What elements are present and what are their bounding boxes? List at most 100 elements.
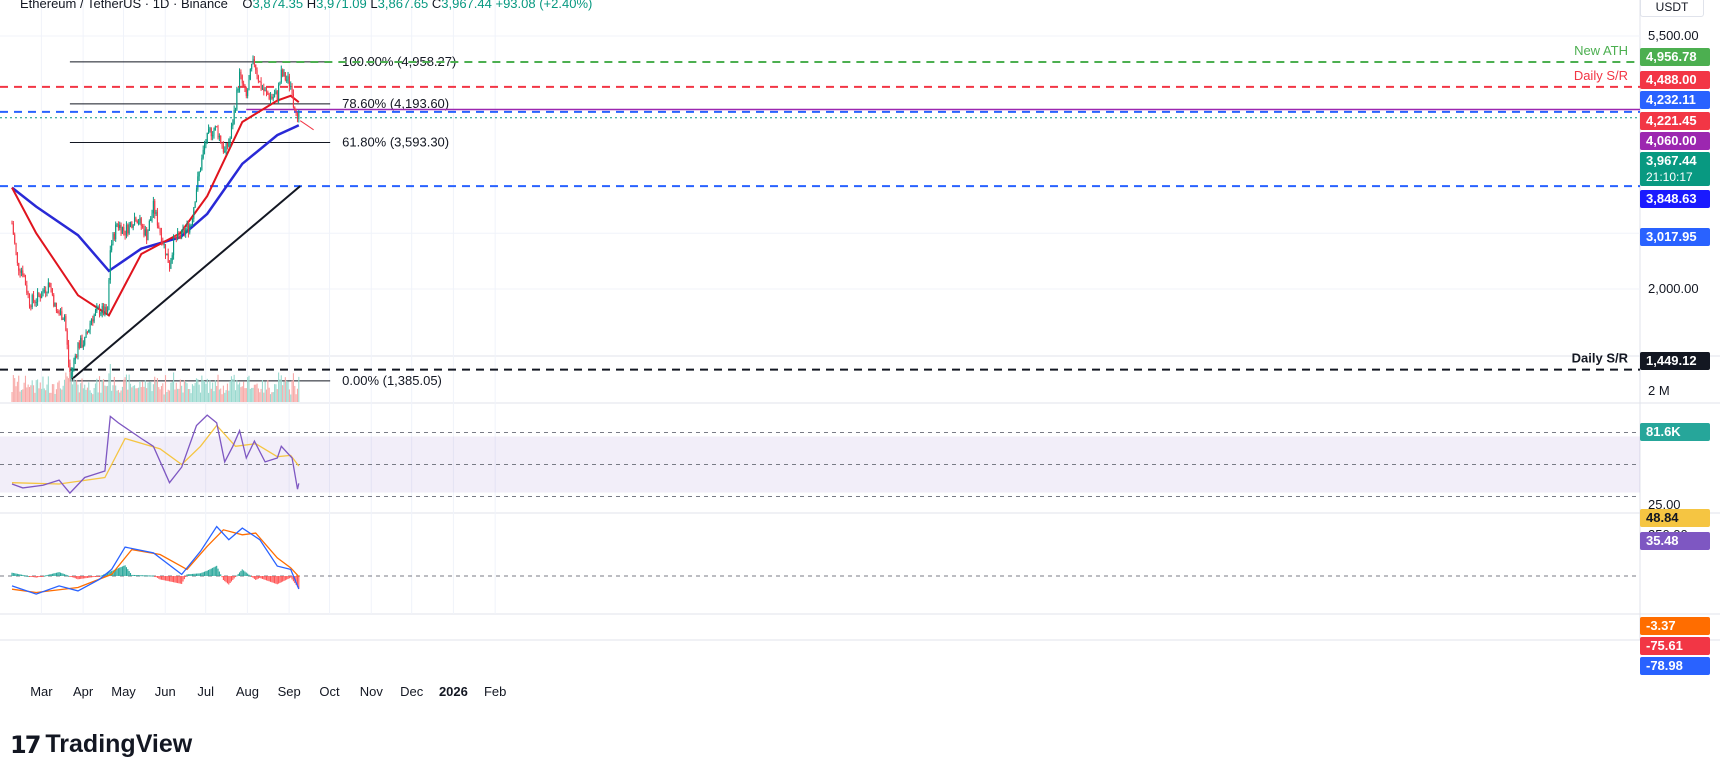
candle-body <box>283 72 285 77</box>
candle-body <box>20 270 22 273</box>
volume-bar <box>18 375 20 402</box>
low-value: 3,867.65 <box>377 0 429 11</box>
volume-bar <box>288 389 290 402</box>
volume-bar <box>198 384 200 402</box>
macd-histogram-bar <box>228 576 230 585</box>
currency-selector[interactable]: USDT <box>1640 0 1704 17</box>
volume-bar <box>162 383 164 402</box>
high-value: 3,971.09 <box>316 0 367 11</box>
volume-bar <box>228 390 230 402</box>
macd-histogram-bar <box>225 576 227 583</box>
volume-bar <box>256 383 258 402</box>
candle-body <box>85 332 87 338</box>
volume-bar <box>121 386 123 402</box>
candle-body <box>55 303 57 312</box>
volume-bar <box>143 386 145 402</box>
interval[interactable]: 1D <box>152 0 170 11</box>
macd-histogram-bar <box>85 576 87 579</box>
candle-body <box>160 232 163 243</box>
volume-bar <box>208 392 210 402</box>
macd-histogram-bar <box>45 575 47 577</box>
volume-bar <box>183 380 185 402</box>
volume-bar <box>155 381 157 402</box>
volume-bar <box>201 375 203 402</box>
candle-body <box>272 97 274 99</box>
candle-body <box>191 218 193 226</box>
macd-histogram-bar <box>237 573 239 576</box>
macd-histogram-bar <box>28 576 31 577</box>
volume-bar <box>260 388 262 402</box>
volume-bar <box>50 392 52 402</box>
macd-histogram-bar <box>159 576 161 580</box>
volume-tick-label: 2 M <box>1648 383 1670 398</box>
price-tag-bg <box>1640 71 1710 89</box>
candle-body <box>185 229 187 234</box>
macd-histogram-bar <box>222 576 224 581</box>
volume-bar <box>292 373 294 402</box>
macd-histogram-bar <box>23 575 25 577</box>
candle-body <box>237 89 239 91</box>
macd-histogram-bar <box>65 574 67 576</box>
macd-histogram-bar <box>38 576 40 577</box>
macd-histogram-bar <box>182 576 184 582</box>
candle-body <box>41 295 43 299</box>
macd-histogram-bar <box>72 576 74 578</box>
candle-body <box>167 253 169 263</box>
macd-histogram-bar <box>77 576 79 580</box>
volume-bar <box>88 382 90 402</box>
macd-histogram-bar <box>68 575 70 577</box>
macd-histogram-bar <box>69 576 71 577</box>
macd-histogram-bar <box>202 572 204 576</box>
candle-body <box>168 262 171 269</box>
macd-histogram-bar <box>206 570 208 576</box>
tradingview-logo[interactable]: 17 TradingView <box>10 730 192 759</box>
macd-histogram-bar <box>164 576 167 581</box>
candle-body <box>121 227 123 234</box>
volume-bar <box>232 379 234 402</box>
macd-histogram-bar <box>30 576 32 577</box>
candle-body <box>86 332 88 334</box>
volume-bar <box>62 385 64 402</box>
volume-bar <box>132 385 134 402</box>
price-tag-bg <box>1640 91 1710 109</box>
macd-histogram-bar <box>234 576 237 577</box>
macd-histogram-bar <box>256 576 258 580</box>
candle-body <box>150 218 152 221</box>
candle-body <box>152 200 154 214</box>
candle-body <box>291 85 293 95</box>
macd-histogram-bar <box>155 576 157 578</box>
candle-body <box>199 169 202 172</box>
macd-histogram-bar <box>61 573 63 576</box>
candle-body <box>265 90 268 92</box>
candle-body <box>212 135 214 137</box>
symbol-name[interactable]: Ethereum / TetherUS <box>20 0 142 11</box>
volume-bar <box>107 385 109 402</box>
candle-body <box>63 316 66 319</box>
volume-bar <box>191 384 193 402</box>
macd-histogram-bar <box>20 574 22 576</box>
macd-histogram-bar <box>286 576 288 580</box>
candle-body <box>197 176 199 190</box>
volume-bar <box>35 380 37 402</box>
macd-histogram-bar <box>166 576 168 581</box>
volume-bar <box>150 382 152 402</box>
volume-bar <box>290 394 292 402</box>
volume-bar <box>279 379 281 402</box>
volume-bar <box>214 380 216 402</box>
volume-bar <box>129 383 132 402</box>
y-tick-label: 2,000.00 <box>1648 281 1699 296</box>
candle-body <box>148 220 150 231</box>
macd-histogram-bar <box>115 569 117 576</box>
volume-bar <box>170 382 172 402</box>
volume-bar <box>138 387 140 402</box>
volume-bar <box>22 389 24 402</box>
macd-histogram-bar <box>257 576 259 579</box>
volume-bar <box>97 392 99 402</box>
candle-body <box>135 217 137 222</box>
volume-bar <box>34 392 36 402</box>
volume-bar <box>32 385 35 402</box>
volume-bar <box>76 380 78 402</box>
macd-histogram-bar <box>81 576 83 579</box>
candle-body <box>295 110 297 113</box>
